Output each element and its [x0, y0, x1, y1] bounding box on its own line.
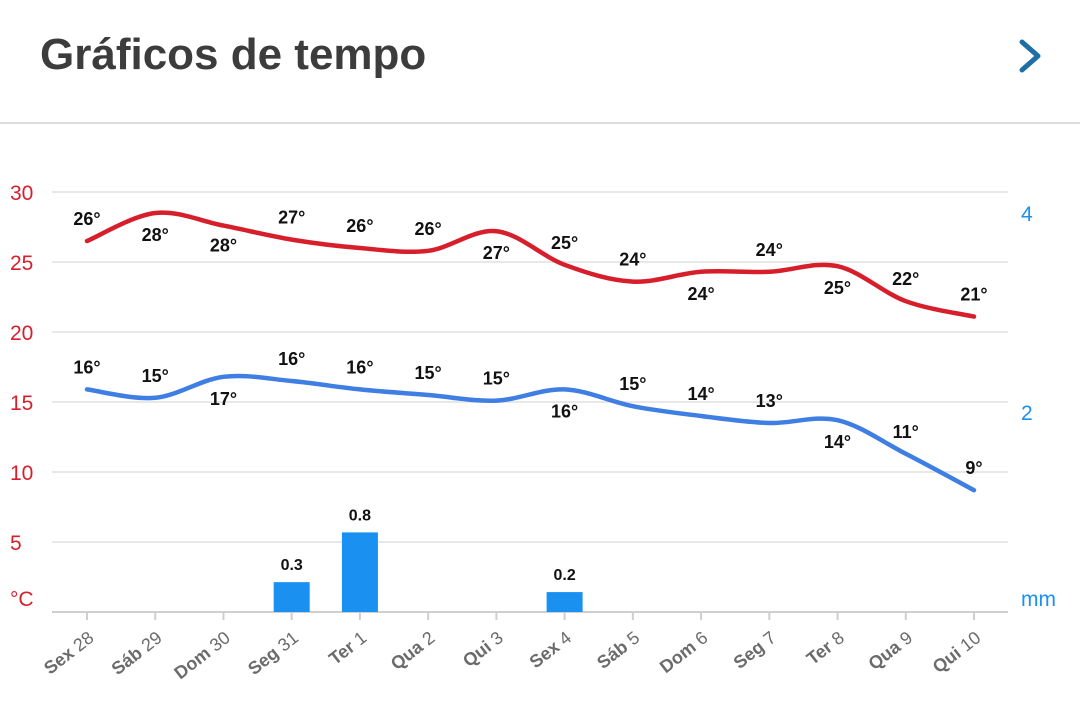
max-temp-label: 26° [346, 216, 373, 236]
precip-label: 0.3 [281, 557, 303, 574]
x-tick-label: Qui 10 [929, 627, 985, 677]
max-temp-label: 24° [756, 240, 783, 260]
right-tick-label: 2 [1021, 402, 1033, 425]
weather-chart: 0.3 0.8 0.2 26° 28° 28° 27° 26° 26° 27° 25° 24° 24° 2… [10, 182, 1056, 683]
x-tick-label: Seg 31 [244, 627, 302, 678]
data-labels: 0.3 0.8 0.2 26° 28° 28° 27° 26° 26° 27° 25° 24° 24° 2… [73, 208, 987, 584]
max-temp-label: 24° [687, 284, 714, 304]
min-temp-label: 15° [415, 363, 442, 383]
max-temp-label: 24° [619, 250, 646, 270]
next-button[interactable] [1010, 34, 1050, 78]
left-axis-unit: °C [10, 588, 34, 611]
page-title: Gráficos de tempo [40, 30, 427, 79]
header: Gráficos de tempo [0, 0, 1080, 124]
precip-bar [273, 582, 310, 612]
x-tick-label: Ter 1 [325, 627, 370, 668]
x-tick-label: Ter 8 [803, 627, 848, 668]
max-temp-label: 26° [415, 219, 442, 239]
max-temp-label: 28° [142, 225, 169, 245]
min-temp-label: 11° [893, 422, 919, 442]
max-temp-label: 22° [892, 269, 919, 289]
left-tick-label: 30 [10, 182, 33, 205]
x-tick-label: Qua 2 [387, 627, 439, 674]
min-temp-label: 13° [756, 391, 783, 411]
min-temp-label: 17° [210, 389, 237, 409]
precip-bar [546, 592, 583, 612]
left-tick-label: 10 [10, 462, 33, 485]
x-tick-label: Dom 30 [170, 627, 234, 683]
min-temp-label: 16° [73, 357, 100, 377]
precip-label: 0.2 [553, 567, 575, 584]
left-tick-label: 5 [10, 532, 22, 555]
precip-label: 0.8 [349, 507, 371, 524]
max-temp-label: 25° [551, 233, 578, 253]
max-temp-label: 27° [278, 208, 305, 228]
max-temp-label: 21° [960, 285, 987, 305]
precip-bar [341, 532, 378, 612]
min-temp-label: 9° [965, 458, 982, 478]
min-temp-label: 14° [824, 432, 851, 452]
min-temp-label: 15° [619, 374, 646, 394]
left-tick-label: 25 [10, 252, 33, 275]
x-tick-label: Sáb 29 [108, 627, 166, 678]
chevron-right-icon [1019, 39, 1041, 73]
x-tick-label: Sex 4 [526, 627, 575, 672]
min-temp-label: 16° [346, 357, 373, 377]
min-temp-label: 16° [551, 401, 578, 421]
max-temp-label: 28° [210, 236, 237, 256]
right-tick-label: 4 [1021, 203, 1033, 226]
right-axis-unit: mm [1021, 588, 1056, 611]
x-tick-label: Sáb 5 [593, 627, 643, 672]
min-temp-label: 16° [278, 349, 305, 369]
max-temp-label: 26° [73, 209, 100, 229]
temperature-lines [84, 210, 977, 493]
max-temp-line [84, 210, 977, 319]
min-temp-label: 14° [687, 384, 714, 404]
max-temp-label: 27° [483, 243, 510, 263]
x-tick-label: Seg 7 [730, 627, 780, 672]
left-tick-label: 20 [10, 322, 33, 345]
min-temp-line [84, 373, 977, 493]
x-tick-label: Sex 28 [40, 627, 97, 678]
min-temp-label: 15° [483, 369, 510, 389]
min-temp-label: 15° [142, 366, 169, 386]
x-tick-label: Dom 6 [656, 627, 712, 677]
grid [52, 191, 1008, 613]
precipitation-bars [273, 532, 583, 612]
x-tick-label: Qua 9 [864, 627, 916, 674]
max-temp-label: 25° [824, 278, 851, 298]
x-tick-label: Qui 3 [459, 627, 507, 670]
left-tick-label: 15 [10, 392, 33, 415]
